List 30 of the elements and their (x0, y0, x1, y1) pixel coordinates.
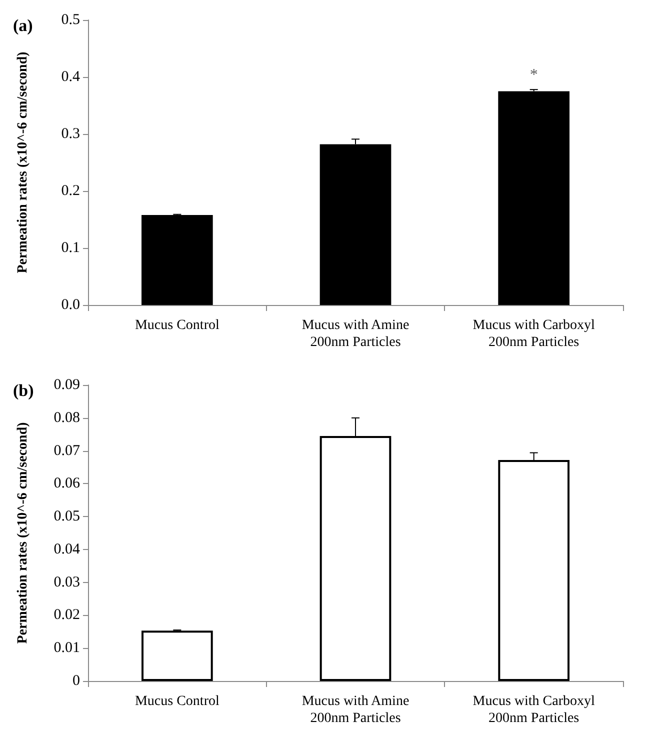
x-tick-label: Mucus with Amine 200nm Particles (302, 694, 410, 726)
y-tick-label: 0.5 (61, 12, 80, 28)
chart-title: (b) (13, 381, 34, 400)
x-tick-label: Mucus with Carboxyl 200nm Particles (472, 694, 595, 726)
y-axis-title: Permeation rates (x10^-6 cm/second) (16, 51, 30, 274)
bar (142, 214, 213, 305)
y-axis-title: Permeation rates (x10^-6 cm/second) (16, 422, 30, 644)
x-tick-label: Mucus Control (134, 318, 220, 333)
y-tick-label: 0.05 (54, 508, 80, 525)
y-tick-label: 0.07 (54, 442, 80, 459)
y-tick-label: 0.04 (54, 541, 80, 558)
y-tick-label: 0.1 (61, 240, 80, 256)
x-tick-label: Mucus with Carboxyl 200nm Particles (472, 318, 595, 350)
x-tick-label: Mucus with Amine 200nm Particles (302, 318, 410, 350)
chart-title: (a) (13, 16, 33, 35)
y-tick-label: 0.01 (54, 640, 80, 656)
bar (498, 91, 570, 305)
y-tick-label: 0.03 (54, 574, 80, 590)
y-tick-label: 0.08 (54, 410, 80, 426)
y-tick-label: 0.09 (54, 377, 80, 393)
y-tick-label: 0.3 (61, 126, 80, 142)
bar (142, 630, 213, 681)
y-tick-label: 0.0 (61, 297, 80, 313)
y-tick-label: 0 (72, 673, 80, 689)
y-tick-label: 0.02 (54, 607, 80, 624)
annotation: * (530, 66, 538, 84)
x-tick-label: Mucus Control (134, 694, 220, 709)
y-tick-label: 0.06 (54, 476, 80, 492)
y-tick-label: 0.4 (61, 69, 80, 85)
y-tick-label: 0.2 (61, 183, 80, 199)
